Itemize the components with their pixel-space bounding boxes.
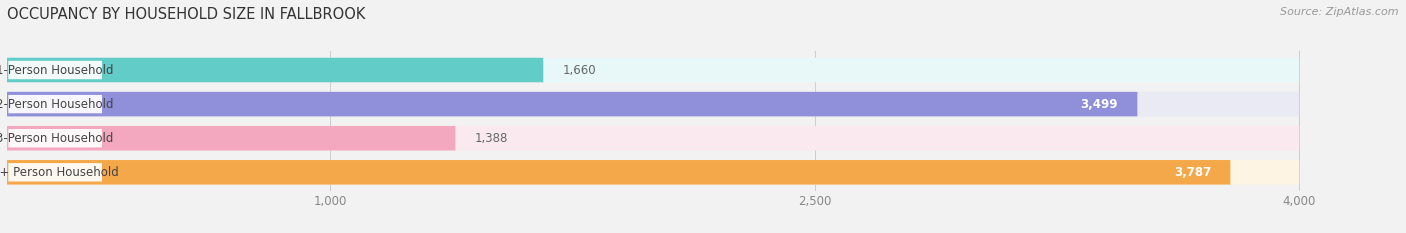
FancyBboxPatch shape (7, 160, 1230, 185)
FancyBboxPatch shape (7, 126, 1299, 151)
FancyBboxPatch shape (8, 163, 103, 182)
Text: 1,660: 1,660 (562, 64, 596, 76)
FancyBboxPatch shape (7, 160, 1299, 185)
FancyBboxPatch shape (7, 58, 543, 82)
FancyBboxPatch shape (8, 95, 103, 113)
Text: 2-Person Household: 2-Person Household (0, 98, 114, 111)
Text: 3-Person Household: 3-Person Household (0, 132, 114, 145)
Text: 3,787: 3,787 (1174, 166, 1211, 179)
FancyBboxPatch shape (8, 61, 103, 79)
Text: 3,499: 3,499 (1080, 98, 1118, 111)
FancyBboxPatch shape (7, 126, 456, 151)
Text: Source: ZipAtlas.com: Source: ZipAtlas.com (1281, 7, 1399, 17)
Text: 1-Person Household: 1-Person Household (0, 64, 114, 76)
FancyBboxPatch shape (7, 58, 1299, 82)
Text: 1,388: 1,388 (475, 132, 508, 145)
FancyBboxPatch shape (7, 92, 1299, 116)
Text: 4+ Person Household: 4+ Person Household (0, 166, 118, 179)
Text: OCCUPANCY BY HOUSEHOLD SIZE IN FALLBROOK: OCCUPANCY BY HOUSEHOLD SIZE IN FALLBROOK (7, 7, 366, 22)
FancyBboxPatch shape (7, 92, 1137, 116)
FancyBboxPatch shape (8, 129, 103, 147)
